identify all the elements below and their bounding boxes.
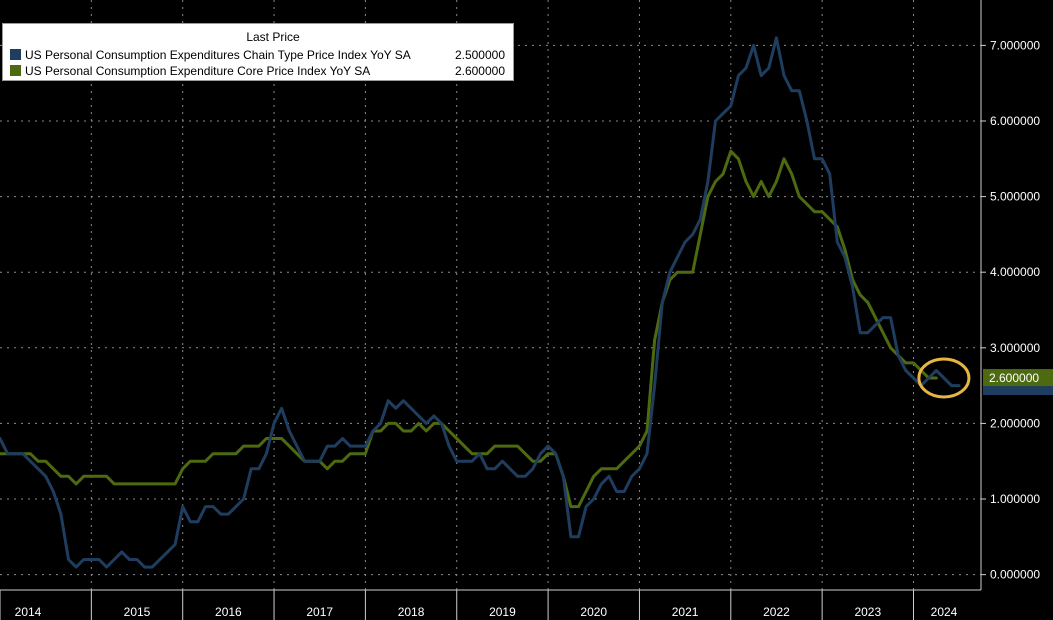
- x-tick-labels: 2014 2015 2016 2017 2018 2019 2020 2021 2022 2023…: [0, 590, 958, 620]
- legend-header: Last Price: [246, 30, 300, 44]
- x-tick-label: 2017: [306, 605, 333, 619]
- last-value-tag-core: [983, 369, 1053, 387]
- last-value-label-core: 2.600000: [989, 371, 1039, 385]
- x-tick-label: 2018: [398, 605, 425, 619]
- y-tick-label: 7.000000: [990, 38, 1040, 52]
- x-tick-label: 2022: [763, 605, 790, 619]
- y-tick-label: 4.000000: [990, 265, 1040, 279]
- x-tick-label: 2021: [672, 605, 699, 619]
- x-tick-label: 2019: [489, 605, 516, 619]
- legend-entry-pce: US Personal Consumption Expenditures Cha…: [10, 48, 505, 62]
- legend-swatch-pce: [10, 49, 21, 60]
- series-line-core: [0, 149, 938, 509]
- series-lines: [0, 36, 961, 569]
- x-tick-label: 2014: [15, 605, 42, 619]
- legend-value-pce: 2.500000: [454, 48, 505, 62]
- legend: Last Price US Personal Consumption Expen…: [2, 23, 514, 81]
- y-tick-label: 0.000000: [990, 568, 1040, 582]
- x-tick-label: 2023: [854, 605, 881, 619]
- axes: [0, 0, 982, 591]
- x-tick-label: 2015: [124, 605, 151, 619]
- series-line-pce: [0, 36, 961, 569]
- legend-label-core: US Personal Consumption Expenditure Core…: [25, 64, 371, 78]
- y-tick-label: 6.000000: [990, 114, 1040, 128]
- legend-entry-core: US Personal Consumption Expenditure Core…: [10, 64, 505, 78]
- y-tick-label: 2.000000: [990, 416, 1040, 430]
- y-tick-label: 3.000000: [990, 341, 1040, 355]
- last-value-tags: 2.600000: [983, 369, 1053, 396]
- x-tick-label: 2016: [215, 605, 242, 619]
- x-tick-label: 2024: [931, 605, 958, 619]
- x-tick-label: 2020: [580, 605, 607, 619]
- legend-value-core: 2.600000: [454, 64, 505, 78]
- y-tick-label: 5.000000: [990, 190, 1040, 204]
- y-tick-label: 1.000000: [990, 492, 1040, 506]
- legend-label-pce: US Personal Consumption Expenditures Cha…: [25, 48, 411, 62]
- y-tick-labels: 0.000000 1.000000 2.000000 3.000000 4.000000…: [981, 38, 1040, 582]
- legend-swatch-core: [10, 65, 21, 76]
- highlight-circle: [917, 357, 971, 399]
